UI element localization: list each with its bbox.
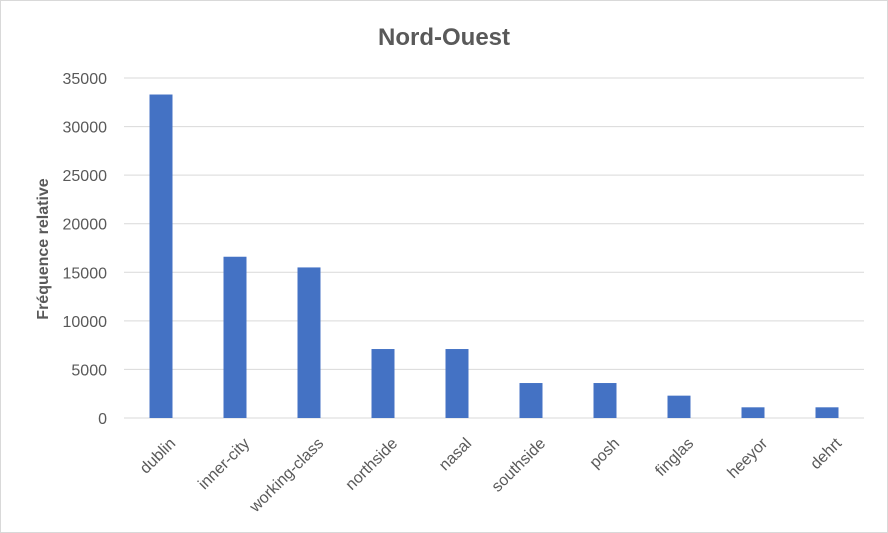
- y-tick-label: 5000: [71, 362, 107, 379]
- bar-posh: [593, 383, 617, 418]
- x-tick-label: northside: [343, 435, 402, 494]
- bar-inner-city: [223, 256, 247, 418]
- bar-nasal: [445, 349, 469, 418]
- bar-working-class: [297, 267, 321, 418]
- y-tick-label: 25000: [63, 168, 108, 185]
- y-tick-label: 30000: [63, 120, 108, 137]
- x-tick-label: heeyor: [725, 435, 772, 482]
- x-tick-label: dehrt: [807, 435, 845, 473]
- bar-finglas: [667, 395, 691, 418]
- y-tick-label: 10000: [63, 314, 108, 331]
- bar-northside: [371, 349, 395, 418]
- x-tick-label: nasal: [436, 435, 475, 474]
- x-tick-label: southside: [489, 435, 550, 496]
- y-tick-label: 35000: [63, 71, 108, 88]
- x-tick-label: working-class: [246, 435, 327, 516]
- bar-dublin: [149, 94, 173, 418]
- chart-title: Nord-Ouest: [378, 24, 510, 51]
- gridlines: [124, 77, 864, 419]
- y-tick-label: 15000: [63, 265, 108, 282]
- y-axis-label: Fréquence relative: [35, 178, 52, 320]
- y-tick-label: 0: [98, 411, 107, 428]
- y-axis-ticks: 0 5000 10000 15000 20000 25000 30000 35000: [63, 71, 108, 428]
- bar-southside: [519, 383, 543, 418]
- x-tick-label: dublin: [137, 435, 179, 477]
- bar-heeyor: [741, 407, 765, 418]
- bars: [149, 94, 839, 418]
- y-tick-label: 20000: [63, 217, 108, 234]
- bar-dehrt: [815, 407, 839, 418]
- x-tick-label: inner-city: [195, 435, 253, 493]
- x-tick-label: posh: [587, 435, 624, 472]
- x-tick-label: finglas: [652, 435, 697, 480]
